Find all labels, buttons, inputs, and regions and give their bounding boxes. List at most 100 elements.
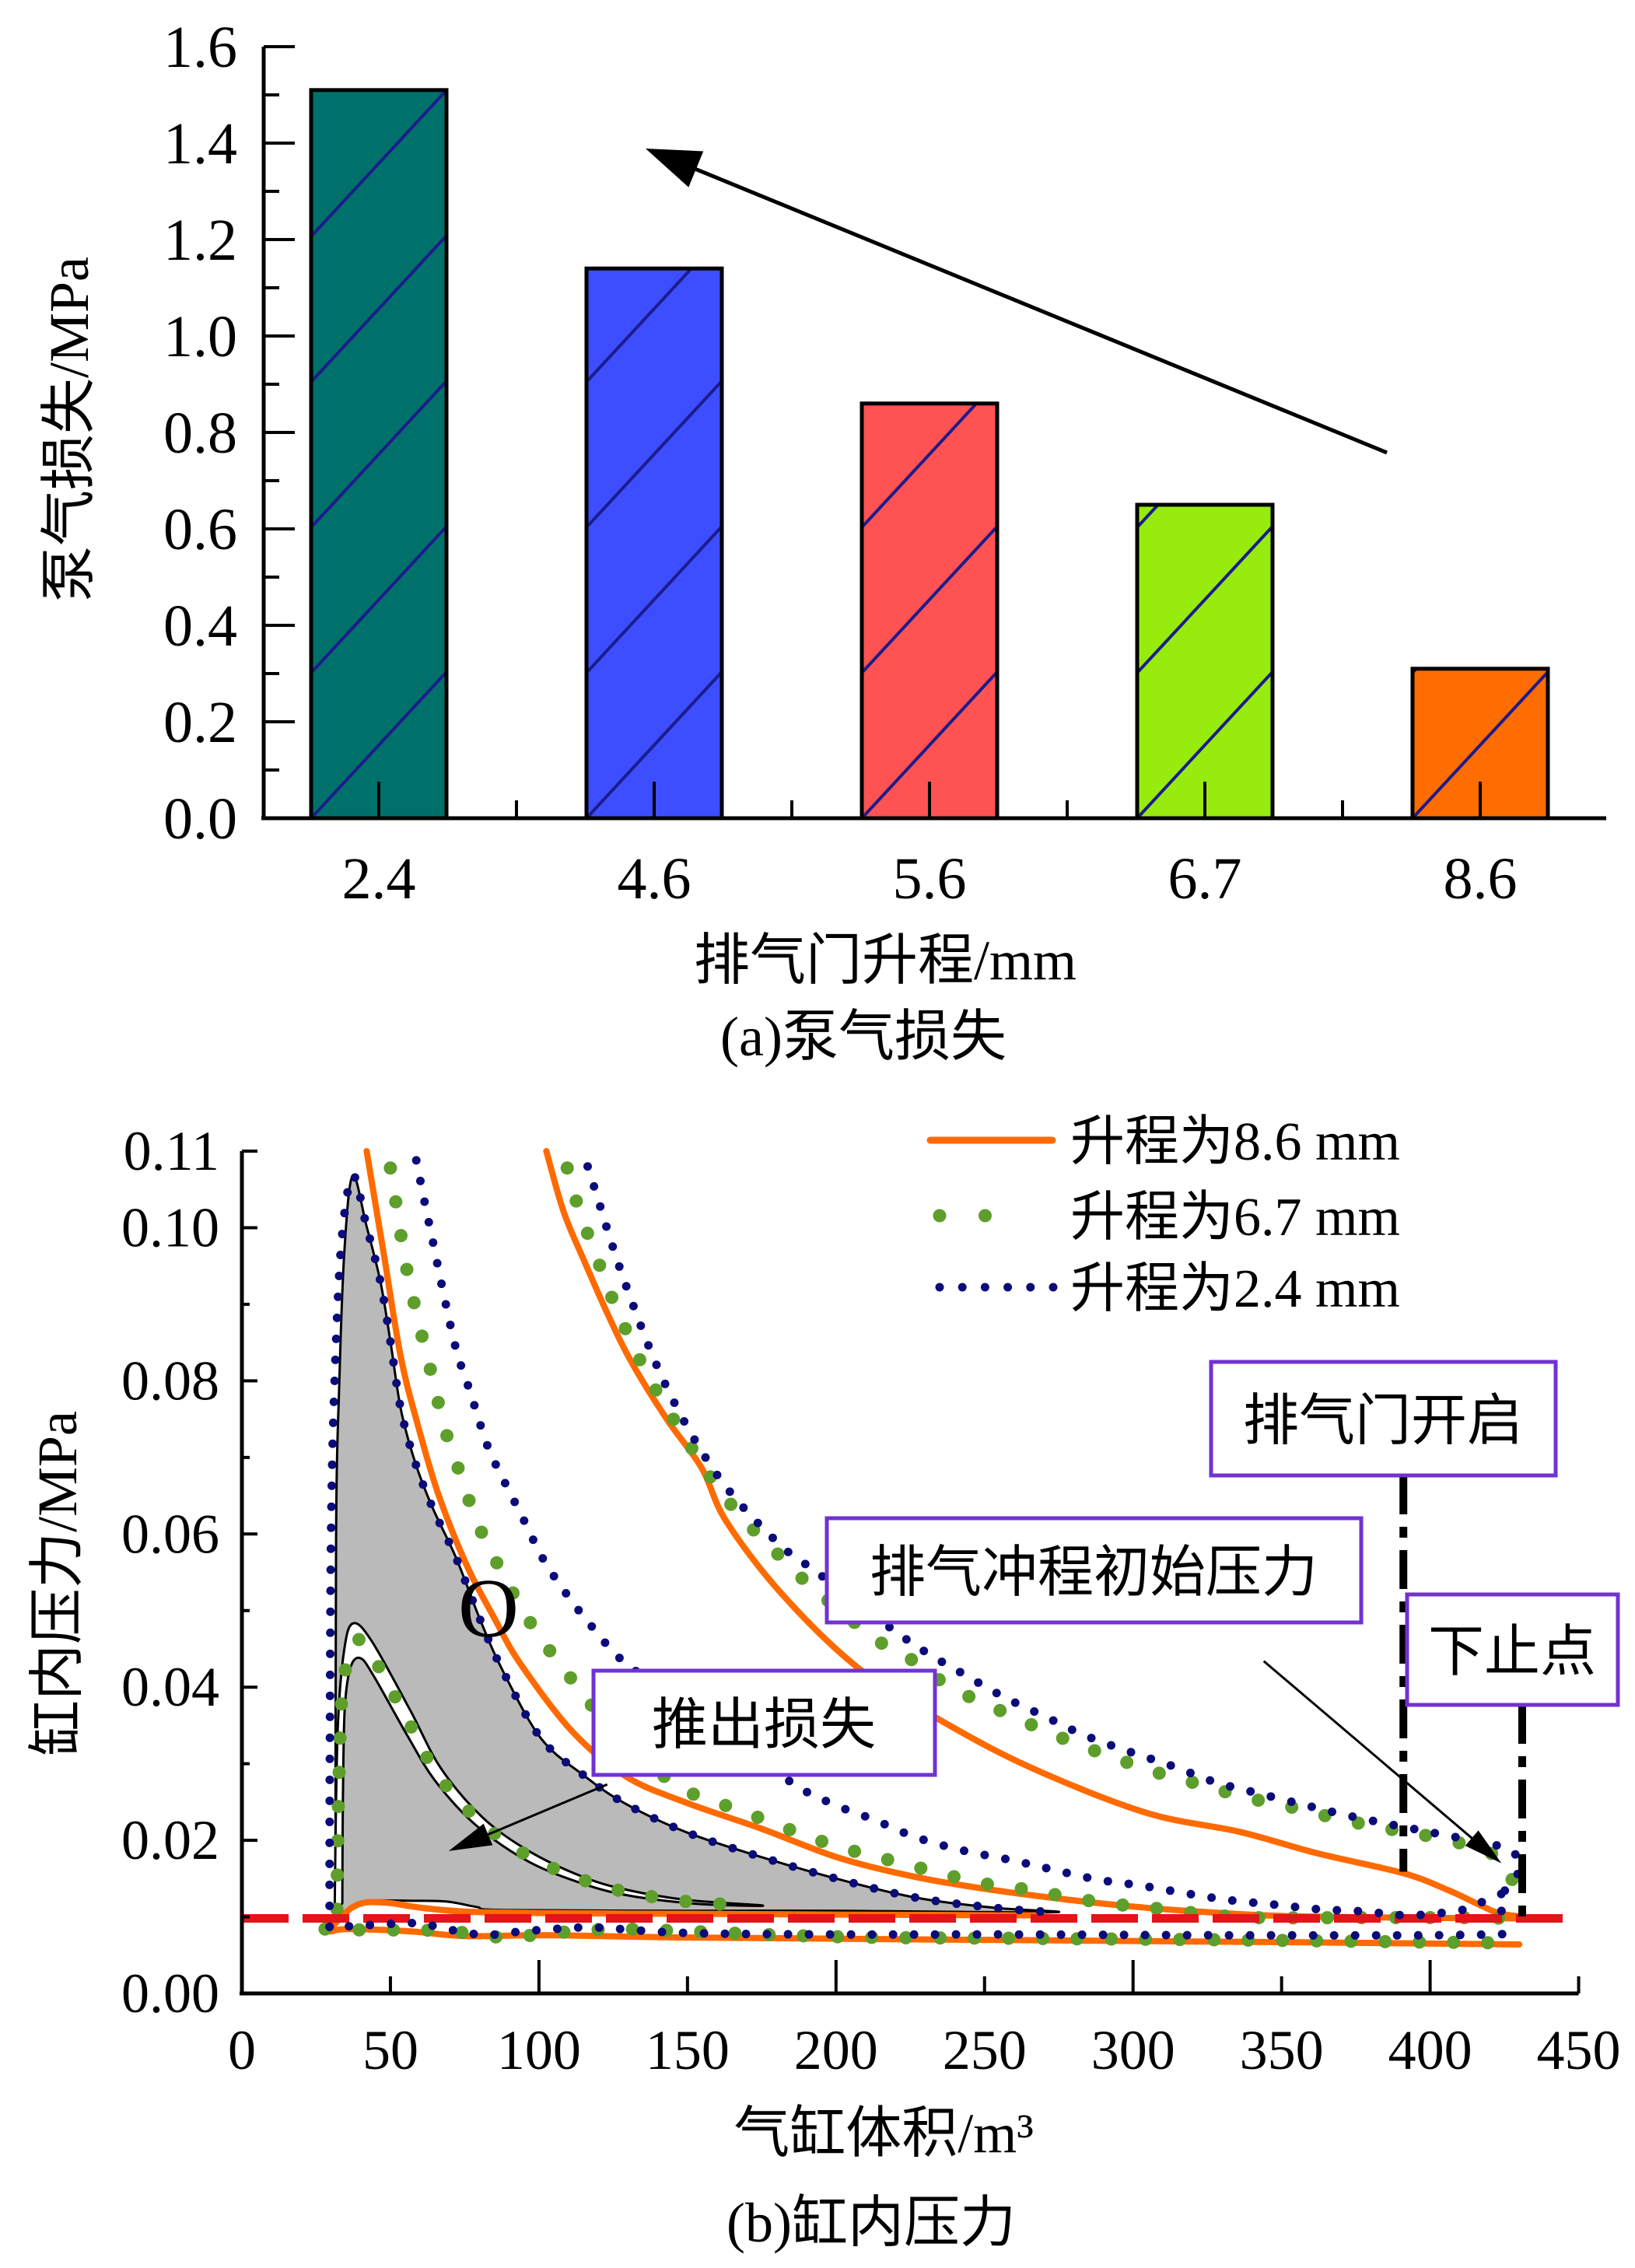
bar-hatch-line [1136,503,1160,529]
bar-hatch-line [1136,525,1274,674]
annotation-box [825,1516,1364,1625]
bar-hatch-line [310,89,448,238]
x-axis-title: 气缸体积/m³ [733,2102,1034,2165]
annotation-push-out-loss: 推出损失 [591,1668,937,1777]
y-tick-label: 0.4 [163,593,237,659]
y-tick-label: 0.0 [163,786,237,852]
annotation-label: 排气门开启 [1243,1390,1523,1452]
trend-arrow [646,149,1388,455]
x-tick-label: 200 [794,2019,878,2081]
legend-item-2-4mm: 升程为2.4 mm [935,1259,1400,1319]
y-tick-label: 0.2 [163,690,237,755]
bar-hatch-line [585,525,723,674]
cylinder-pressure-chart: 0.00 0.02 0.04 0.06 0.08 0.10 0.11 0 50 100 150 200… [26,1112,1621,2254]
x-tick-label: 300 [1091,2019,1175,2081]
y-tick-label: 1.6 [163,15,237,80]
bar-hatch-line [860,670,999,820]
y-tick-label: 0.10 [121,1197,219,1259]
trend-arrow-shaft [692,166,1388,455]
legend-label: 升程为6.7 mm [1070,1188,1400,1248]
y-tick-label: 0.02 [121,1809,219,1871]
marker-lines [1399,1475,1526,1927]
bar-hatch-line [585,670,723,820]
annotation-arrows [448,1660,1502,1864]
legend-label: 升程为2.4 mm [1070,1259,1400,1319]
point-o-label: O [458,1563,519,1655]
panel-caption-a: (a)泵气损失 [720,1006,1007,1068]
x-tick-label: 400 [1388,2019,1472,2081]
series-branch-4 [327,1926,1523,1948]
bar-hatch-line [860,402,978,529]
bar-6-7 [1135,502,1275,821]
bar-hatch-line [1136,670,1274,820]
bar-hatch-line [310,670,448,820]
annotation-exhaust-valve-open: 排气门开启 [1209,1360,1558,1478]
annotation-bottom-dead-center: 下止点 [1405,1592,1620,1707]
axes: 0.00 0.02 0.04 0.06 0.08 0.10 0.11 0 50 100 150 200… [121,1120,1621,2081]
bars [309,88,1550,821]
y-tick-label: 0.04 [121,1656,219,1718]
y-tick-label: 1.4 [163,111,237,177]
annotation-box [1209,1360,1558,1478]
legend-label: 升程为8.6 mm [1070,1112,1400,1172]
y-tick-label: 0.08 [121,1349,219,1412]
annotation-label: 推出损失 [652,1694,876,1756]
y-axis-title: 缸内压力/MPa [26,1411,89,1756]
x-tick-label: 2.4 [342,846,416,912]
series-branch-4 [318,1922,1526,1950]
bar-hatch-line [860,525,999,674]
panel-caption-b: (b)缸内压力 [726,2192,1016,2254]
y-axis-title: 泵气损失/MPa [38,257,100,602]
bar-fill [1137,505,1273,818]
annotation-exhaust-stroke-initial-pressure: 排气冲程初始压力 [825,1516,1364,1625]
x-tick-label: 5.6 [893,846,967,912]
x-tick-label: 6.7 [1168,846,1242,912]
bar-hatch-line [1411,670,1549,820]
bar-hatch-line [310,234,448,383]
y-tick-label: 1.0 [163,304,237,369]
initial-pressure-arrow-shaft [1262,1660,1476,1841]
bar-hatch-line [310,525,448,674]
y-tick-label: 0.06 [121,1503,219,1565]
initial-pressure-arrow-head [1465,1830,1502,1864]
bar-hatch-line [585,380,723,529]
bar-fill [862,403,997,818]
x-tick-label: 0 [228,2019,256,2081]
y-tick-label: 0.6 [163,497,237,562]
push-out-loss-arrow-head [448,1823,493,1851]
x-tick-label: 450 [1537,2019,1621,2081]
axes: 0.0 0.2 0.4 0.6 0.8 1.0 1.2 1.4 1.6 2.4 4.6 5.6 6.7 8… [163,15,1606,912]
pumping-loss-bar-chart: 0.0 0.2 0.4 0.6 0.8 1.0 1.2 1.4 1.6 2.4 4.6 5.6 6.7 8… [38,15,1606,1068]
series-branch-2 [411,1156,1506,1920]
bar-hatch-line [585,267,693,383]
annotation-label: 下止点 [1428,1621,1596,1683]
annotation-box [1405,1592,1620,1707]
x-tick-label: 50 [362,2019,418,2081]
bar-2-4 [309,88,449,821]
legend: 升程为8.6 mm 升程为6.7 mm 升程为2.4 mm [926,1112,1400,1319]
bar-fill [586,268,722,818]
x-tick-label: 8.6 [1444,846,1518,912]
trend-arrow-head [646,149,704,187]
series-branch-2 [560,1161,1526,1909]
legend-item-6-7mm: 升程为6.7 mm [933,1188,1400,1248]
x-tick-label: 150 [646,2019,730,2081]
x-tick-label: 4.6 [618,846,691,912]
y-tick-label: 0.00 [121,1962,219,2025]
legend-item-8-6mm: 升程为8.6 mm [926,1112,1400,1172]
x-tick-label: 100 [497,2019,581,2081]
bar-5-6 [860,401,1000,821]
series-branch-3 [330,1633,754,1916]
annotation-label: 排气冲程初始压力 [870,1542,1318,1604]
x-tick-label: 250 [943,2019,1027,2081]
bar-4-6 [584,266,724,821]
y-tick-label: 0.8 [163,401,237,466]
series-6-7mm [318,1161,1526,1950]
x-axis-title: 排气门升程/mm [694,929,1077,992]
bar-hatch-line [310,380,448,529]
series-branch-1 [325,1171,1058,1931]
series-branch-4 [324,1918,1524,1940]
inner-loop-band [333,1622,765,1917]
annotation-box [591,1668,937,1777]
